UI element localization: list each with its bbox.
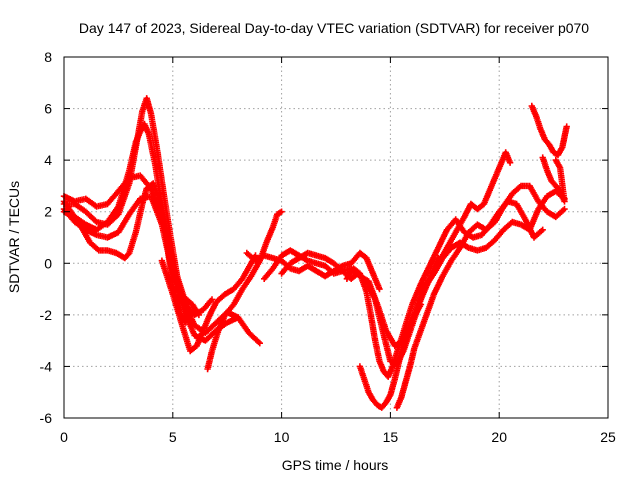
x-tick-label: 5	[169, 429, 177, 445]
y-tick-label: 8	[44, 49, 52, 65]
series-track-15	[528, 102, 570, 159]
y-tick-label: 4	[44, 152, 52, 168]
series-track-13	[393, 182, 568, 411]
y-tick-label: -6	[40, 410, 53, 426]
y-axis-label: SDTVAR / TECUs	[6, 181, 22, 293]
y-tick-label: 2	[44, 204, 52, 220]
plot-frame	[63, 56, 609, 419]
x-tick-labels: 0 5 10 15 20 25	[60, 429, 616, 445]
series-track-14	[417, 149, 514, 295]
axis-ticks	[63, 56, 609, 419]
y-tick-label: -2	[40, 307, 53, 323]
data-point-markers	[539, 154, 568, 205]
data-point-markers	[158, 252, 259, 355]
data-point-markers	[528, 102, 570, 159]
x-tick-label: 10	[274, 429, 290, 445]
data-point-markers	[393, 182, 568, 411]
series-track-7	[204, 208, 285, 373]
x-tick-label: 25	[600, 429, 616, 445]
y-tick-label: 0	[44, 255, 52, 271]
series-track-16	[539, 154, 568, 205]
x-tick-label: 20	[491, 429, 507, 445]
x-axis-label: GPS time / hours	[282, 457, 389, 473]
data-point-markers	[417, 149, 514, 295]
y-tick-label: 6	[44, 101, 52, 117]
series-track-6	[158, 252, 259, 355]
data-point-markers	[204, 208, 285, 373]
y-tick-labels: -6 -4 -2 0 2 4 6 8	[40, 49, 53, 426]
y-tick-label: -4	[40, 358, 53, 374]
x-tick-label: 15	[383, 429, 399, 445]
chart-title: Day 147 of 2023, Sidereal Day-to-day VTE…	[79, 20, 589, 36]
x-tick-label: 0	[60, 429, 68, 445]
